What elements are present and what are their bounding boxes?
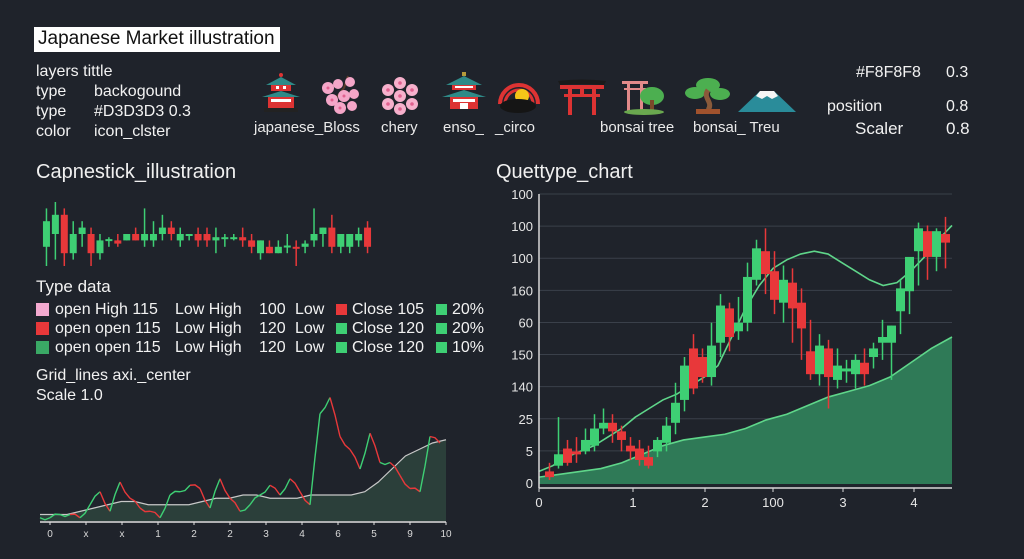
position-value: 0.8 <box>946 98 969 115</box>
svg-text:9: 9 <box>407 529 413 540</box>
scale-label: Scale 1.0 <box>36 387 103 404</box>
svg-text:2: 2 <box>227 529 233 540</box>
cherry-blossoms-icon <box>382 77 418 115</box>
svg-text:100: 100 <box>511 187 533 202</box>
svg-text:5: 5 <box>526 444 533 459</box>
torii-bonsai-icon <box>622 81 664 115</box>
position-label: position <box>827 98 883 115</box>
svg-text:25: 25 <box>519 412 533 427</box>
svg-text:140: 140 <box>511 380 533 395</box>
legend-row: open open 115 Low High 120 Low Close 120… <box>36 338 484 357</box>
mount-fuji-icon <box>738 91 796 112</box>
svg-text:4: 4 <box>299 529 305 540</box>
type-data-title: Type data <box>36 277 111 296</box>
svg-text:3: 3 <box>263 529 269 540</box>
bonsai-icon <box>685 78 730 114</box>
scaler-value: 0.8 <box>946 119 970 138</box>
legend-swatch <box>36 322 49 335</box>
svg-text:0: 0 <box>47 529 53 540</box>
svg-text:x: x <box>120 529 125 540</box>
pct-swatch <box>436 304 447 315</box>
pct-swatch <box>436 342 447 353</box>
svg-text:160: 160 <box>511 283 533 298</box>
close-swatch <box>336 342 347 353</box>
svg-text:0: 0 <box>535 495 542 510</box>
torii-gate-icon <box>558 79 606 115</box>
icon-label: bonsai_ Treu <box>693 119 780 136</box>
svg-text:100: 100 <box>511 251 533 266</box>
meta-row: color icon_clster <box>36 123 171 140</box>
type-data-legend: Type data open High 115 Low High 100 Low… <box>36 277 484 357</box>
cherry-blossom-branch-icon <box>322 75 359 114</box>
svg-text:3: 3 <box>839 495 846 510</box>
meta-row: type #D3D3D3 0.3 <box>36 103 191 120</box>
color-opacity: 0.3 <box>946 64 969 81</box>
svg-text:150: 150 <box>511 348 533 363</box>
close-swatch <box>336 323 347 334</box>
icon-label: bonsai tree <box>600 119 675 136</box>
svg-text:100: 100 <box>511 219 533 234</box>
svg-text:5: 5 <box>371 529 377 540</box>
enso-sun-icon <box>498 83 540 113</box>
legend-swatch <box>36 341 49 354</box>
meta-row: type backogound <box>36 83 182 100</box>
icon-label: chery <box>381 119 418 136</box>
pagoda-icon <box>262 73 300 112</box>
main-candlestick-chart: 100 100 100 160 60 150 140 25 5 00 1 2 100 3 4 <box>511 187 953 510</box>
color-value: #F8F8F8 <box>856 64 921 81</box>
pagoda-icon <box>442 72 486 109</box>
svg-text:60: 60 <box>519 315 533 330</box>
svg-text:0: 0 <box>526 476 533 491</box>
svg-text:1: 1 <box>155 529 161 540</box>
icon-label: japanese_Bloss <box>254 119 360 136</box>
mini-candlestick-chart <box>42 202 372 266</box>
legend-swatch <box>36 303 49 316</box>
svg-text:2: 2 <box>191 529 197 540</box>
legend-row: open High 115 Low High 100 Low Close 105… <box>36 300 484 319</box>
grid-meta: Grid_lines axi._center Scale 1.0 <box>36 366 191 406</box>
candlestick-title: Capnestick_illustration <box>36 161 237 183</box>
price-line-chart: 0 x x 1 2 2 3 4 6 5 9 10 <box>39 397 452 540</box>
page-title: Japanese Market illustration <box>34 27 280 52</box>
legend-row: open open 115 Low High 120 Low Close 120… <box>36 319 484 338</box>
pct-swatch <box>436 323 447 334</box>
close-swatch <box>336 304 347 315</box>
svg-text:x: x <box>84 529 89 540</box>
icon-label: enso_ <box>443 119 484 136</box>
svg-text:100: 100 <box>762 495 784 510</box>
grid-label: Grid_lines axi._center <box>36 367 191 384</box>
layers-meta: layers tittle type backogound type #D3D3D3… <box>36 62 191 142</box>
quote-chart-title: Quettype_chart <box>496 161 633 183</box>
svg-text:2: 2 <box>701 495 708 510</box>
svg-text:10: 10 <box>440 529 452 540</box>
icon-label: _circo <box>495 119 536 136</box>
scaler-label: Scaler <box>855 119 904 138</box>
svg-text:1: 1 <box>629 495 636 510</box>
layers-title: layers tittle <box>36 63 113 80</box>
svg-text:4: 4 <box>910 495 917 510</box>
svg-text:6: 6 <box>335 529 341 540</box>
